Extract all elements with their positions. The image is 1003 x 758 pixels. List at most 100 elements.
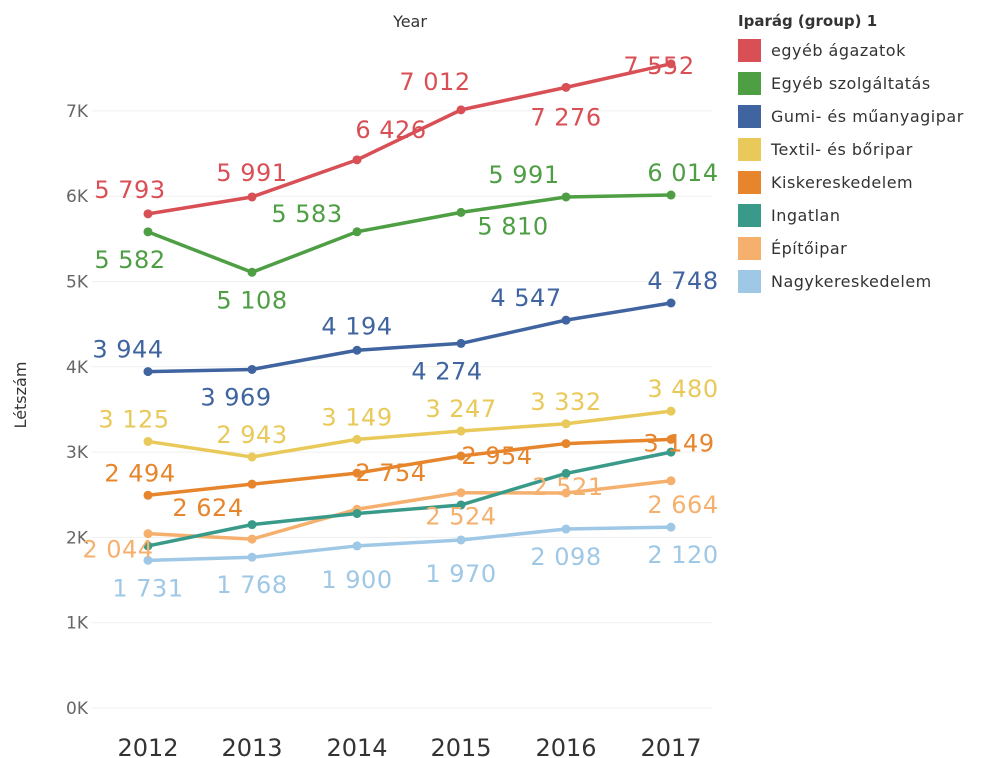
legend-swatch	[738, 105, 761, 128]
legend-items: egyéb ágazatok Egyéb szolgáltatás Gumi- és…	[738, 34, 1000, 298]
legend-item[interactable]: Egyéb szolgáltatás	[738, 67, 1000, 100]
data-point[interactable]	[352, 541, 362, 551]
legend-item[interactable]: Nagykereskedelem	[738, 265, 1000, 298]
legend-swatch	[738, 204, 761, 227]
data-label: 7 276	[530, 103, 601, 131]
data-point[interactable]	[456, 105, 466, 115]
data-point[interactable]	[456, 207, 466, 217]
data-point[interactable]	[561, 315, 571, 325]
legend-item[interactable]: Gumi- és műanyagipar	[738, 100, 1000, 133]
data-point[interactable]	[666, 59, 676, 69]
data-label: 5 991	[488, 161, 559, 189]
data-label: 5 793	[94, 176, 165, 204]
data-point[interactable]	[561, 439, 571, 449]
data-label: 4 547	[490, 284, 561, 312]
data-label: 3 332	[530, 388, 601, 416]
data-label: 1 731	[112, 574, 183, 602]
data-point[interactable]	[247, 364, 257, 374]
data-label: 7 552	[623, 52, 694, 80]
y-tick-label: 2K	[66, 528, 89, 548]
data-point[interactable]	[456, 500, 466, 510]
legend-item[interactable]: Építőipar	[738, 232, 1000, 265]
data-label: 2 664	[647, 491, 718, 519]
data-point[interactable]	[456, 488, 466, 498]
data-point[interactable]	[247, 534, 257, 544]
x-tick-label: 2015	[430, 734, 491, 758]
data-point[interactable]	[352, 227, 362, 237]
data-point[interactable]	[561, 192, 571, 202]
data-point[interactable]	[456, 535, 466, 545]
data-point[interactable]	[143, 490, 153, 500]
data-label: 1 768	[216, 571, 287, 599]
data-point[interactable]	[352, 434, 362, 444]
data-point[interactable]	[666, 476, 676, 486]
legend-swatch	[738, 171, 761, 194]
data-label: 2 524	[425, 503, 496, 531]
data-point[interactable]	[143, 529, 153, 539]
data-point[interactable]	[666, 447, 676, 457]
data-point[interactable]	[143, 227, 153, 237]
data-point[interactable]	[143, 541, 153, 551]
series-line	[146, 437, 673, 498]
data-point[interactable]	[666, 298, 676, 308]
legend-swatch	[738, 39, 761, 62]
legend-item[interactable]: egyéb ágazatok	[738, 34, 1000, 67]
legend: Iparág (group) 1 egyéb ágazatok Egyéb szo…	[738, 8, 1000, 298]
data-point[interactable]	[143, 436, 153, 446]
data-point[interactable]	[352, 345, 362, 355]
series-line	[146, 525, 673, 563]
data-point[interactable]	[247, 479, 257, 489]
data-point[interactable]	[456, 338, 466, 348]
legend-swatch	[738, 72, 761, 95]
data-label: 5 582	[94, 246, 165, 274]
data-point[interactable]	[143, 367, 153, 377]
data-point[interactable]	[561, 488, 571, 498]
series-line	[146, 409, 673, 459]
series-line	[146, 62, 673, 216]
data-label: 2 044	[82, 536, 153, 564]
data-label: 4 748	[647, 267, 718, 295]
legend-swatch	[738, 237, 761, 260]
y-tick-label: 6K	[66, 187, 89, 207]
data-point[interactable]	[456, 426, 466, 436]
data-point[interactable]	[666, 190, 676, 200]
data-point[interactable]	[352, 155, 362, 165]
data-point[interactable]	[247, 520, 257, 530]
data-point[interactable]	[561, 468, 571, 478]
y-tick-label: 0K	[66, 699, 89, 719]
y-tick-label: 5K	[66, 273, 89, 293]
data-label: 2 943	[216, 421, 287, 449]
legend-item[interactable]: Ingatlan	[738, 199, 1000, 232]
legend-item[interactable]: Textil- és bőripar	[738, 133, 1000, 166]
data-point[interactable]	[456, 451, 466, 461]
data-point[interactable]	[561, 524, 571, 534]
data-point[interactable]	[666, 406, 676, 416]
data-point[interactable]	[561, 82, 571, 92]
data-point[interactable]	[247, 267, 257, 277]
data-point[interactable]	[247, 192, 257, 202]
data-point[interactable]	[666, 434, 676, 444]
data-point[interactable]	[666, 522, 676, 532]
data-point[interactable]	[143, 209, 153, 219]
data-point[interactable]	[247, 552, 257, 562]
data-label: 5 810	[477, 212, 548, 240]
legend-label: egyéb ágazatok	[771, 41, 906, 60]
data-point[interactable]	[143, 555, 153, 565]
data-label: 2 120	[647, 541, 718, 569]
data-label: 2 624	[172, 494, 243, 522]
data-point[interactable]	[247, 452, 257, 462]
legend-label: Nagykereskedelem	[771, 272, 932, 291]
data-label: 2 098	[530, 543, 601, 571]
legend-swatch	[738, 138, 761, 161]
legend-item[interactable]: Kiskereskedelem	[738, 166, 1000, 199]
data-label: 2 754	[355, 459, 426, 487]
series-layer	[143, 59, 676, 565]
data-point[interactable]	[352, 509, 362, 519]
data-label: 2 954	[461, 442, 532, 470]
legend-label: Építőipar	[771, 239, 848, 258]
y-tick-label: 3K	[66, 443, 89, 463]
data-label: 6 426	[355, 116, 426, 144]
data-point[interactable]	[561, 419, 571, 429]
data-point[interactable]	[352, 468, 362, 478]
